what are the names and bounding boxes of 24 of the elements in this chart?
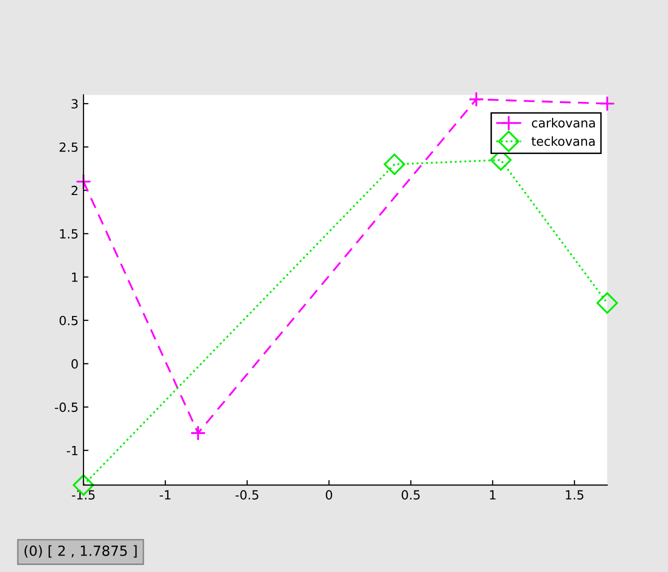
y-tick-label: 2.5 bbox=[60, 142, 78, 152]
point bbox=[468, 91, 484, 108]
y-tick-label: 0.5 bbox=[60, 316, 78, 326]
point bbox=[190, 425, 206, 441]
y-tick-label: 3 bbox=[72, 99, 78, 109]
x-tick-label: -0.5 bbox=[236, 490, 258, 500]
x-tick-label: -1 bbox=[160, 490, 170, 500]
point bbox=[596, 292, 618, 314]
y-tick-label: -1 bbox=[66, 446, 78, 456]
text: (0) [ 2 , 1.7875 ] bbox=[24, 545, 137, 558]
x-tick-label: 1.5 bbox=[566, 490, 584, 500]
y-tick-label: -0.5 bbox=[54, 402, 78, 412]
y-tick-label: 0 bbox=[72, 359, 78, 369]
y-tick-label: 1.5 bbox=[60, 229, 78, 239]
y-tick-label: 2 bbox=[72, 186, 78, 196]
legend-label: carkovana bbox=[532, 118, 595, 128]
x-tick-label: 0.5 bbox=[402, 490, 420, 500]
point bbox=[384, 154, 406, 176]
legend-label: teckovana bbox=[532, 136, 595, 146]
x-tick-label: 1 bbox=[490, 490, 496, 500]
y-tick-label: 1 bbox=[72, 272, 78, 282]
x-tick-label: 0 bbox=[326, 490, 332, 500]
point bbox=[599, 96, 616, 112]
point bbox=[76, 174, 92, 190]
